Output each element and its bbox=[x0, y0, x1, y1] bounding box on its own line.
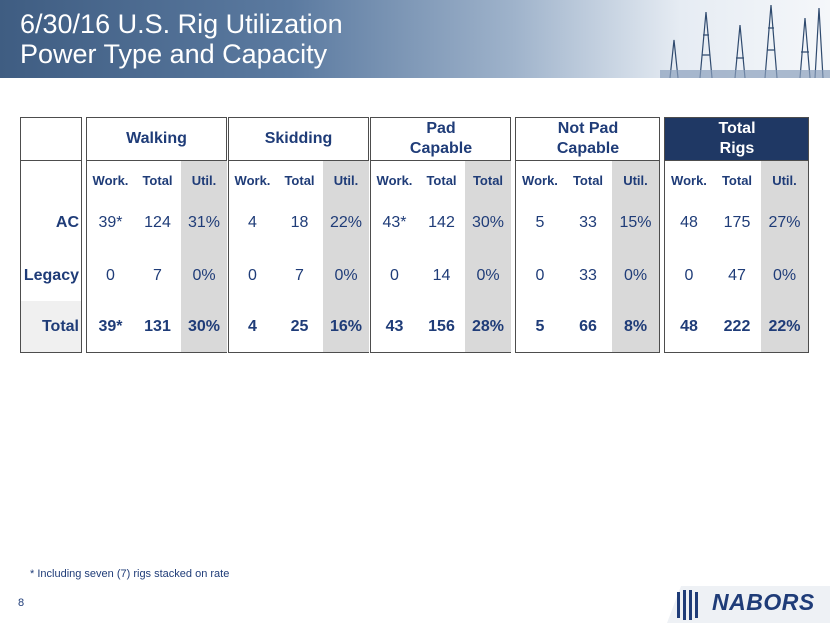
cell-total-util: 28% bbox=[471, 318, 505, 335]
cell-total-util: 8% bbox=[623, 318, 648, 335]
cell-ac-work: 43* bbox=[382, 214, 407, 231]
slide-title: 6/30/16 U.S. Rig Utilization Power Type … bbox=[20, 9, 343, 69]
cell-ac-util: 30% bbox=[471, 214, 505, 231]
cell-legacy-util: 0% bbox=[334, 267, 358, 284]
col-util: Util. bbox=[191, 172, 217, 188]
cell-ac-total: 33 bbox=[579, 214, 597, 231]
cell-ac-total: 124 bbox=[144, 214, 171, 231]
drilling-rigs-graphic bbox=[660, 4, 830, 78]
cell-total-total: 66 bbox=[579, 318, 597, 335]
col-total: Total bbox=[142, 172, 173, 188]
divider bbox=[21, 160, 81, 161]
cell-total-work: 48 bbox=[680, 318, 698, 335]
cell-ac-total: 18 bbox=[290, 214, 309, 231]
group-not-pad-capable: Not Pad Capable Work. Total Util. 5 33 1… bbox=[515, 117, 660, 353]
cell-total-util: 30% bbox=[187, 318, 221, 335]
cell-legacy-work: 0 bbox=[390, 267, 399, 284]
cell-total-util: 16% bbox=[329, 318, 363, 335]
title-line-1: 6/30/16 U.S. Rig Utilization bbox=[20, 9, 343, 39]
cell-legacy-util: 0% bbox=[476, 267, 500, 284]
cell-ac-total: 142 bbox=[428, 214, 455, 231]
cell-legacy-util: 0% bbox=[772, 267, 797, 284]
cell-ac-util: 22% bbox=[329, 214, 363, 231]
cell-legacy-work: 0 bbox=[535, 267, 545, 284]
cell-legacy-total: 7 bbox=[153, 267, 162, 284]
cell-ac-work: 39* bbox=[98, 214, 123, 231]
nabors-logo-icon bbox=[677, 590, 698, 620]
cell-legacy-work: 0 bbox=[684, 267, 694, 284]
group-header-not-pad-capable: Not Pad Capable bbox=[556, 120, 620, 157]
group-header-walking: Walking bbox=[126, 130, 187, 147]
col-total-2: Total bbox=[472, 172, 504, 188]
cell-ac-util: 15% bbox=[619, 214, 652, 231]
cell-total-total: 222 bbox=[723, 318, 751, 335]
row-label-total: Total bbox=[41, 318, 79, 335]
cell-legacy-total: 7 bbox=[295, 267, 304, 284]
cell-total-work: 39* bbox=[98, 318, 123, 335]
cell-ac-util: 31% bbox=[187, 214, 221, 231]
brand-logo-swoosh bbox=[667, 586, 830, 623]
cell-legacy-util: 0% bbox=[192, 267, 216, 284]
col-work: Work. bbox=[522, 172, 558, 188]
cell-total-total: 131 bbox=[144, 318, 171, 335]
group-walking: Walking Work. Total Util. 39* 124 31% 0 … bbox=[86, 117, 227, 353]
group-skidding: Skidding Work. Total Util. 4 18 22% 0 7 … bbox=[228, 117, 369, 353]
cell-ac-util: 27% bbox=[768, 214, 801, 231]
col-total: Total bbox=[721, 172, 753, 188]
col-work: Work. bbox=[671, 172, 707, 188]
col-util: Util. bbox=[772, 172, 797, 188]
group-header-pad-capable: Pad Capable bbox=[409, 120, 473, 157]
cell-ac-work: 4 bbox=[248, 214, 257, 231]
cell-total-total: 25 bbox=[290, 318, 309, 335]
group-header-total-rigs: Total Rigs bbox=[718, 120, 756, 157]
footnote: * Including seven (7) rigs stacked on ra… bbox=[30, 568, 230, 580]
col-total: Total bbox=[572, 172, 604, 188]
col-util: Util. bbox=[333, 172, 359, 188]
title-line-2: Power Type and Capacity bbox=[20, 39, 328, 69]
col-work: Work. bbox=[376, 172, 413, 188]
cell-total-work: 5 bbox=[535, 318, 545, 335]
cell-legacy-util: 0% bbox=[623, 267, 648, 284]
cell-total-util: 22% bbox=[768, 318, 801, 335]
cell-ac-total: 175 bbox=[723, 214, 751, 231]
brand-name: NABORS bbox=[712, 589, 815, 615]
cell-total-total: 156 bbox=[428, 318, 455, 335]
cell-legacy-total: 33 bbox=[579, 267, 597, 284]
cell-legacy-work: 0 bbox=[248, 267, 257, 284]
cell-legacy-work: 0 bbox=[106, 267, 115, 284]
cell-ac-work: 48 bbox=[680, 214, 698, 231]
cell-legacy-total: 47 bbox=[728, 267, 746, 284]
total-row-bg bbox=[21, 301, 81, 352]
col-work: Work. bbox=[234, 172, 271, 188]
col-work: Work. bbox=[92, 172, 129, 188]
page-number: 8 bbox=[18, 597, 25, 609]
row-label-panel: AC Legacy Total bbox=[20, 117, 82, 353]
cell-ac-work: 5 bbox=[535, 214, 545, 231]
row-label-legacy: Legacy bbox=[23, 267, 79, 284]
col-util: Util. bbox=[623, 172, 648, 188]
cell-legacy-total: 14 bbox=[432, 267, 451, 284]
col-total: Total bbox=[426, 172, 457, 188]
title-banner: 6/30/16 U.S. Rig Utilization Power Type … bbox=[0, 0, 830, 78]
cell-total-work: 43 bbox=[385, 318, 404, 335]
group-header-skidding: Skidding bbox=[264, 130, 333, 147]
group-pad-capable: Pad Capable Work. Total Total 43* 142 30… bbox=[370, 117, 511, 353]
cell-total-work: 4 bbox=[248, 318, 257, 335]
group-total-rigs: Total Rigs Work. Total Util. 48 175 27% … bbox=[664, 117, 809, 353]
row-label-ac: AC bbox=[55, 214, 79, 231]
col-total: Total bbox=[284, 172, 315, 188]
